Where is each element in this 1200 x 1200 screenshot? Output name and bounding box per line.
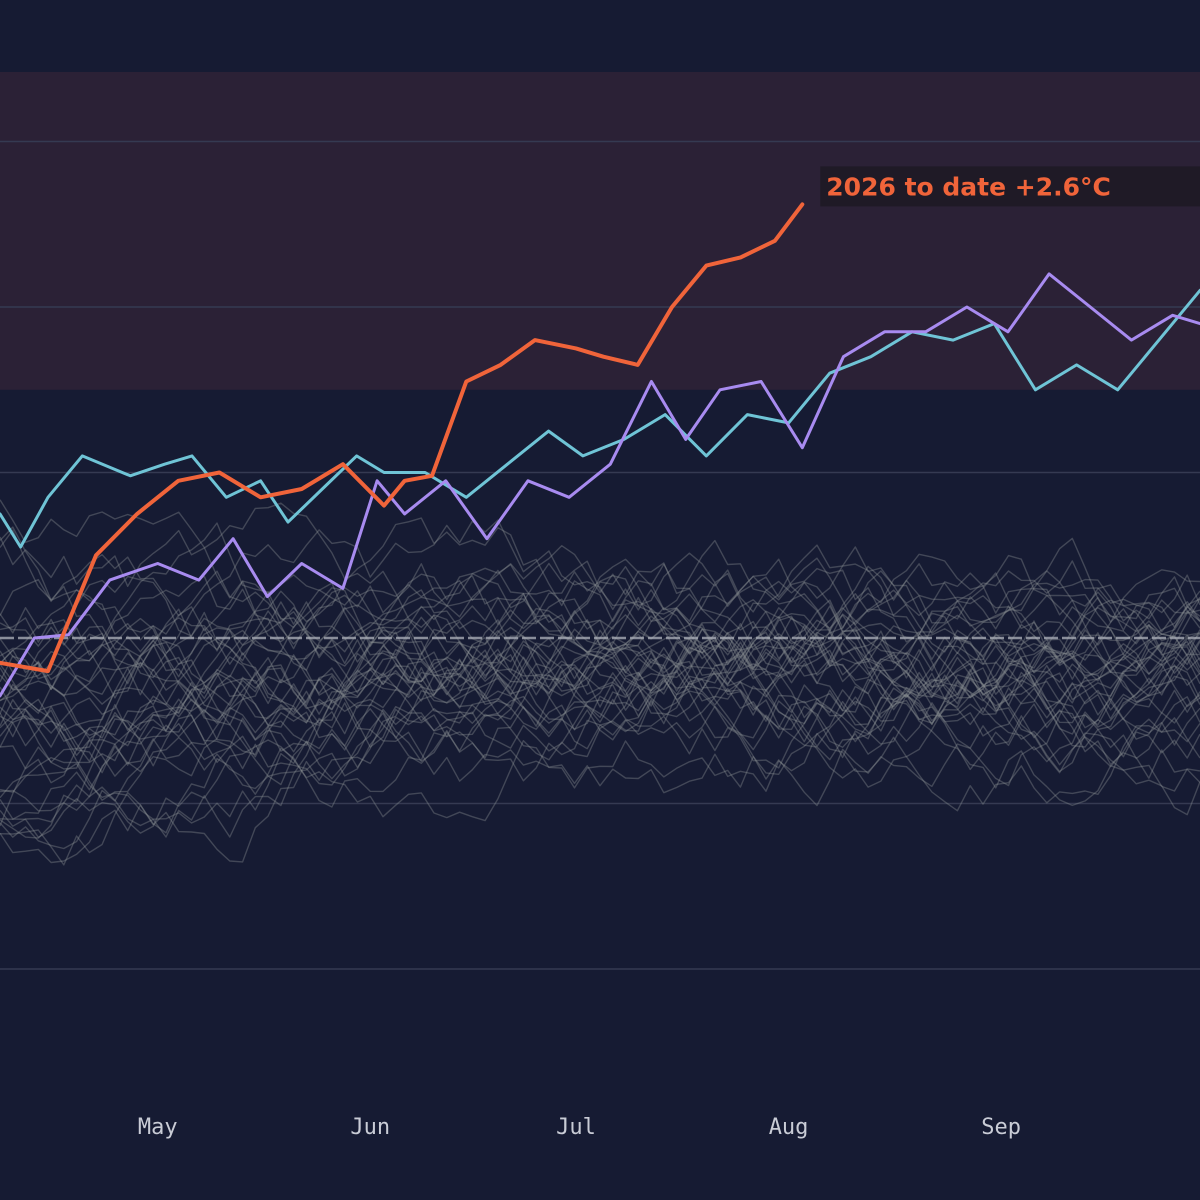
annotation-label: 2026 to date +2.6°C [826, 172, 1111, 201]
background-year-line [0, 553, 1200, 774]
background-year-line [0, 605, 1200, 838]
background-year-line [0, 598, 1200, 763]
background-year-line [0, 526, 1200, 812]
background-year-line [0, 589, 1200, 747]
background-year-line [0, 645, 1200, 808]
series-line-series-6fc4d6 [0, 288, 1200, 549]
background-year-line [0, 616, 1200, 751]
background-year-line [0, 529, 1200, 746]
x-tick-label: Jul [556, 1115, 596, 1140]
background-year-lines [0, 499, 1200, 866]
background-year-line [0, 614, 1200, 783]
background-year-line [0, 502, 1200, 719]
x-tick-label: Aug [769, 1115, 809, 1140]
background-year-line [0, 572, 1200, 838]
x-tick-label: Jun [350, 1115, 390, 1140]
background-year-line [0, 519, 1200, 722]
background-year-line [0, 554, 1200, 761]
annotation-background [820, 166, 1200, 207]
background-year-line [0, 606, 1200, 794]
series-line-2026-to-date [0, 202, 805, 674]
background-year-line [0, 522, 1200, 755]
background-bands [0, 72, 1200, 390]
highlight-series-lines [0, 202, 1200, 698]
background-year-line [0, 629, 1200, 784]
background-year-line [0, 554, 1200, 741]
background-year-line [0, 499, 1200, 768]
background-year-line [0, 595, 1200, 777]
x-axis-tick-labels: May Jun Jul Aug Sep [138, 1115, 1021, 1140]
background-year-line [0, 560, 1200, 827]
background-year-line [0, 640, 1200, 850]
background-year-line [0, 617, 1200, 774]
background-year-line [0, 570, 1200, 864]
background-year-line [0, 610, 1200, 807]
background-year-line [0, 558, 1200, 824]
background-year-line [0, 544, 1200, 750]
series-line-series-a88bf0 [0, 272, 1200, 698]
annotation-group: 2026 to date +2.6°C [820, 166, 1200, 207]
background-year-line [0, 596, 1200, 770]
background-year-line [0, 607, 1200, 786]
background-year-line [0, 593, 1200, 786]
x-tick-label: May [138, 1115, 178, 1140]
background-year-line [0, 599, 1200, 839]
warm-zone-band [0, 72, 1200, 390]
background-year-line [0, 560, 1200, 726]
background-year-line [0, 596, 1200, 812]
background-year-line [0, 567, 1200, 682]
background-year-line [0, 617, 1200, 816]
x-tick-label: Sep [981, 1115, 1021, 1140]
background-year-line [0, 596, 1200, 866]
background-year-line [0, 557, 1200, 793]
